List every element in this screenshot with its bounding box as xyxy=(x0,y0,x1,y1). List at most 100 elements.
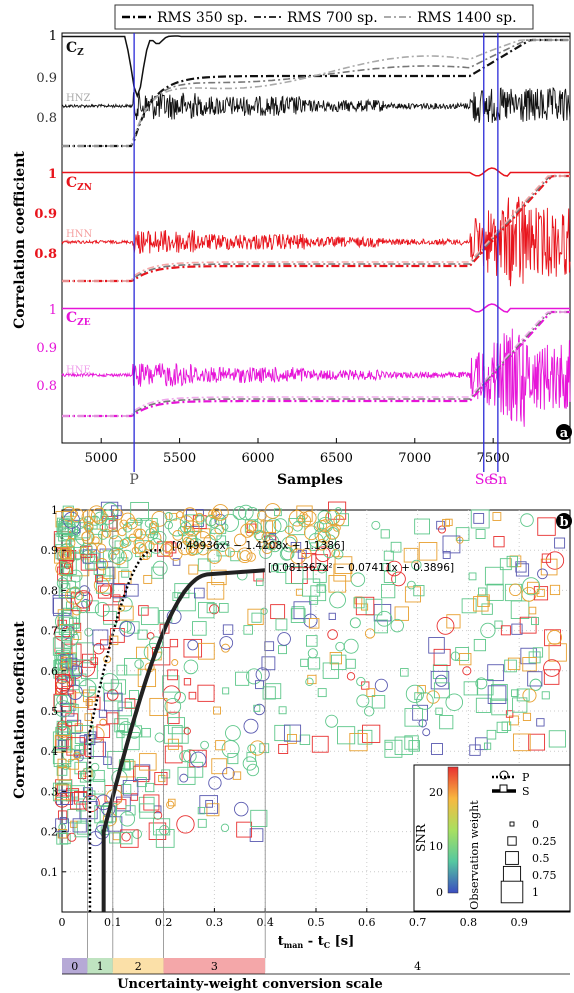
trace-label-hnn: HNN xyxy=(66,229,92,240)
colorbar-tick-10: 10 xyxy=(429,840,443,853)
scatter-point-p xyxy=(222,767,235,780)
scatter-point-p xyxy=(242,756,257,771)
scatter-point-s xyxy=(274,724,291,742)
scatter-point-p xyxy=(522,577,541,596)
scatter-point-p xyxy=(65,587,83,605)
scatter-point-p xyxy=(219,636,234,650)
scatter-point-s xyxy=(413,585,425,597)
scatter-point-p xyxy=(90,762,100,772)
scatter-point-s xyxy=(68,758,80,770)
trace-label-hnz: HNZ xyxy=(66,93,90,104)
rms-curve-1-1 xyxy=(62,175,570,282)
scatter-point-p xyxy=(138,543,147,553)
scatter-point-p xyxy=(164,512,173,521)
scatter-point-p xyxy=(317,530,331,544)
waveform-0 xyxy=(61,87,571,123)
scatter-point-s xyxy=(311,735,329,753)
scatter-point-p xyxy=(59,527,73,542)
scatter-point-s xyxy=(430,670,450,690)
scatter-point-s xyxy=(308,618,320,629)
colorbar-tick-0: 0 xyxy=(436,886,443,899)
scatter-point-s xyxy=(68,526,78,536)
scatter-point-s xyxy=(435,707,443,715)
scatter-point-p xyxy=(188,546,198,556)
scatter-point-s xyxy=(486,729,497,740)
scatter-point-s xyxy=(70,792,88,810)
scatter-point-p xyxy=(65,538,76,548)
scatter-point-p xyxy=(547,629,563,645)
scatter-point-s xyxy=(322,662,340,679)
scatter-point-s xyxy=(90,657,99,665)
scatter-point-s xyxy=(76,801,86,812)
scatter-point-p xyxy=(279,547,294,561)
scatter-point-p xyxy=(134,517,143,526)
scatter-point-s xyxy=(353,597,365,609)
rms-curve-2-0 xyxy=(62,310,570,418)
scatter-point-s xyxy=(145,782,155,793)
panel-label-b-circle xyxy=(556,513,572,529)
scatter-point-p xyxy=(100,673,120,692)
panel-b: 0.1 0.2 0.3 0.4 0.5 0.6 0.7 0.8 0.9 1 0 0.1 0.2 0.3 0… xyxy=(12,501,572,992)
scatter-point-s xyxy=(167,738,179,750)
scatter-point-s xyxy=(329,651,342,665)
scatter-point-p xyxy=(127,725,141,739)
corr-line-1 xyxy=(62,167,570,177)
scatter-point-p xyxy=(435,674,448,687)
ytick-zn-09: 0.9 xyxy=(34,207,57,222)
scatter-point-s xyxy=(161,769,171,779)
scatter-point-p xyxy=(150,530,159,539)
scatter-point-s xyxy=(87,696,101,710)
scatter-point-s xyxy=(58,616,78,635)
scatter-point-p xyxy=(333,549,344,560)
scatter-point-s xyxy=(75,642,94,661)
scatter-point-s xyxy=(404,708,423,727)
scatter-point-p xyxy=(248,520,263,535)
scatter-point-s xyxy=(418,542,438,561)
scatter-point-s xyxy=(520,647,537,665)
scatter-point-s xyxy=(211,569,227,586)
scatter-point-s xyxy=(436,520,445,530)
scatter-point-p xyxy=(119,811,136,827)
scatter-point-p xyxy=(475,677,488,690)
scatter-point-p xyxy=(545,551,565,570)
scatter-point-p xyxy=(144,540,155,551)
colorbar-label: SNR xyxy=(414,823,428,852)
scatter-point-p xyxy=(509,583,522,597)
scatter-point-p xyxy=(62,747,77,762)
scatter-point-s xyxy=(52,782,72,802)
scatter-point-s xyxy=(499,558,512,571)
weight-legend-marker xyxy=(500,880,524,904)
scatter-point-p xyxy=(80,767,96,782)
scatter-point-s xyxy=(461,598,477,614)
scatter-point-s xyxy=(404,586,421,603)
scatter-point-p xyxy=(217,541,228,552)
ytick-z-08: 0.8 xyxy=(36,111,57,126)
scatter-point-p xyxy=(194,531,211,547)
scatter-point-s xyxy=(172,558,181,566)
scatter-point-p xyxy=(78,659,96,677)
scatter-point-p xyxy=(81,509,96,524)
xtick-label-b: 0 xyxy=(59,916,66,929)
scatter-point-s xyxy=(206,603,217,614)
scatter-point-s xyxy=(414,692,423,701)
scatter-point-s xyxy=(222,687,230,695)
scatter-point-s xyxy=(55,726,69,741)
scatter-point-p xyxy=(132,829,143,839)
scatter-point-s xyxy=(316,583,326,593)
scatter-point-s xyxy=(400,668,409,677)
scale-bin-label: 1 xyxy=(97,960,104,973)
scatter-point-s xyxy=(519,616,537,634)
scatter-point-p xyxy=(543,659,561,677)
scatter-point-s xyxy=(177,766,196,785)
scatter-point-p xyxy=(176,511,184,519)
scatter-point-s xyxy=(469,744,481,756)
xtick-label-a: 7000 xyxy=(398,451,431,466)
scatter-point-p xyxy=(179,750,192,763)
xtick-label-a: 6500 xyxy=(320,451,353,466)
scatter-point-s xyxy=(478,587,487,596)
scatter-point-s xyxy=(487,664,505,682)
scatter-point-p xyxy=(144,519,153,528)
weight-legend-label: 0.25 xyxy=(532,835,557,848)
scatter-point-s xyxy=(278,744,289,754)
scatter-point-s xyxy=(139,753,157,771)
